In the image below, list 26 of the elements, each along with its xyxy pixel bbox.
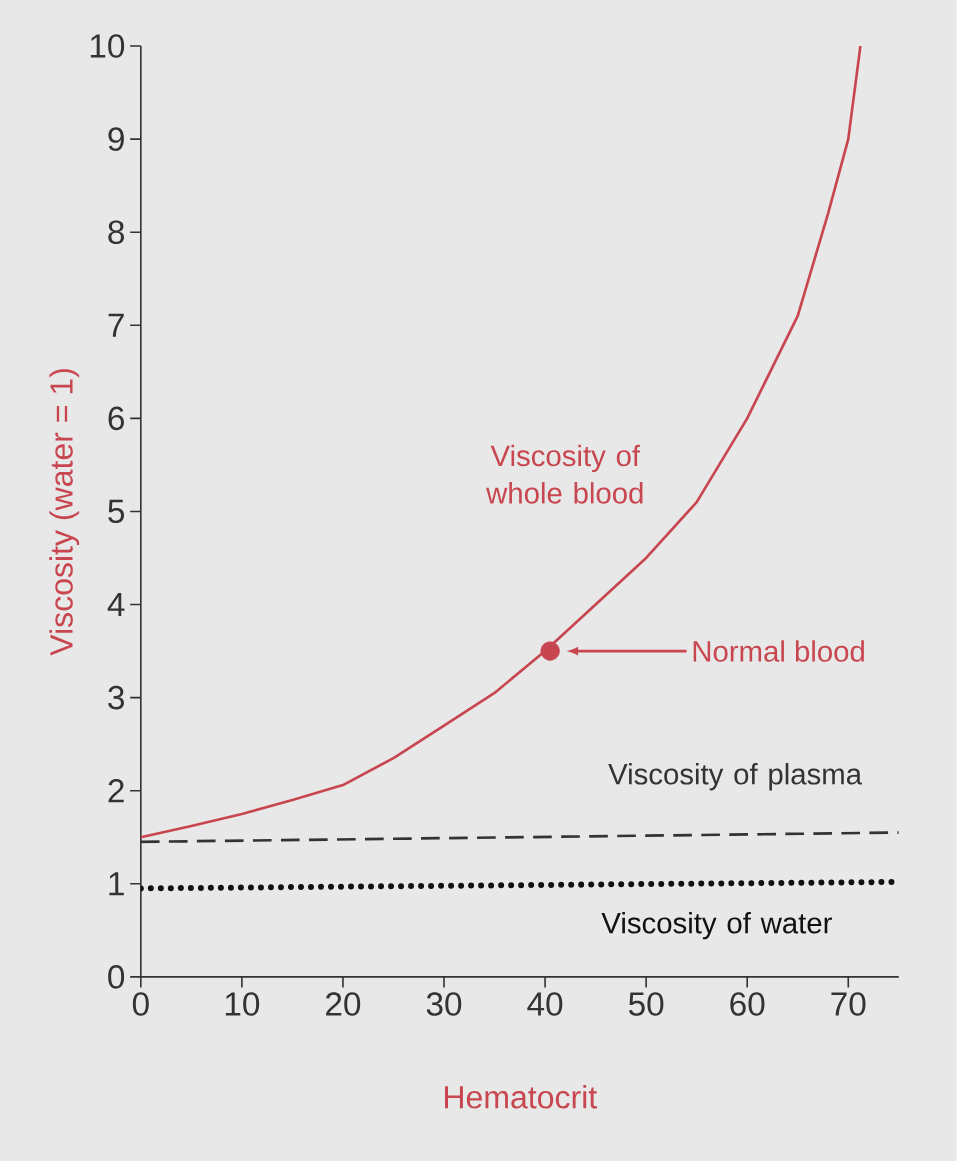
annotation: Normal blood: [693, 640, 865, 662]
y-tick-label: 10: [91, 34, 125, 58]
y-tick-label: 4: [107, 593, 125, 616]
series-label: Viscosity of whole blood: [486, 444, 643, 504]
x-tick-label: 70: [831, 992, 866, 1016]
x-tick-label: 60: [730, 992, 765, 1016]
y-tick-label: 8: [108, 220, 125, 245]
y-tick-label: 0: [108, 965, 125, 989]
x-tick-label: 40: [527, 992, 563, 1016]
x-axis-title: Hematocrit: [445, 1085, 598, 1109]
x-tick-label: 10: [226, 992, 260, 1016]
y-tick-label: 5: [108, 499, 125, 524]
y-tick-label: 7: [108, 313, 124, 337]
series-label: Viscosity of plasma: [608, 763, 863, 791]
y-tick-label: 6: [108, 406, 125, 431]
y-axis-title: Viscosity (water = 1): [49, 369, 80, 656]
y-tick-label: 1: [109, 872, 125, 896]
x-tick-label: 20: [326, 992, 361, 1016]
series-label: Viscosity of water: [601, 911, 833, 940]
x-tick-label: 0: [133, 992, 150, 1016]
line-series: [141, 46, 862, 839]
y-tick-label: 9: [108, 127, 125, 151]
x-tick-label: 50: [629, 992, 664, 1016]
y-tick-label: 3: [108, 685, 125, 710]
x-tick-label: 30: [426, 992, 462, 1016]
y-tick-label: 2: [108, 779, 124, 803]
